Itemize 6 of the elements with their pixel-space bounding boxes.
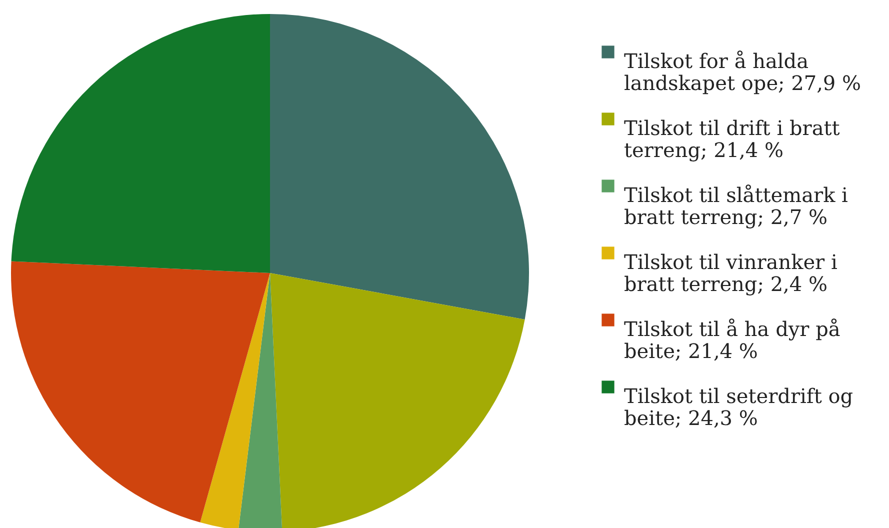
legend-label: Tilskot til slåttemark i bratt terreng; 2,7 % — [624, 183, 848, 229]
legend-label: Tilskot til seterdrift og beite; 24,3 % — [624, 384, 854, 430]
legend-label: Tilskot til vinranker i bratt terreng; 2,4 % — [624, 250, 838, 296]
legend-label: Tilskot til drift i bratt terreng; 21,4 % — [624, 116, 840, 162]
legend-label: Tilskot for å halda landskapet ope; 27,9 % — [624, 49, 862, 95]
legend-label: Tilskot til å ha dyr på beite; 21,4 % — [624, 317, 840, 363]
